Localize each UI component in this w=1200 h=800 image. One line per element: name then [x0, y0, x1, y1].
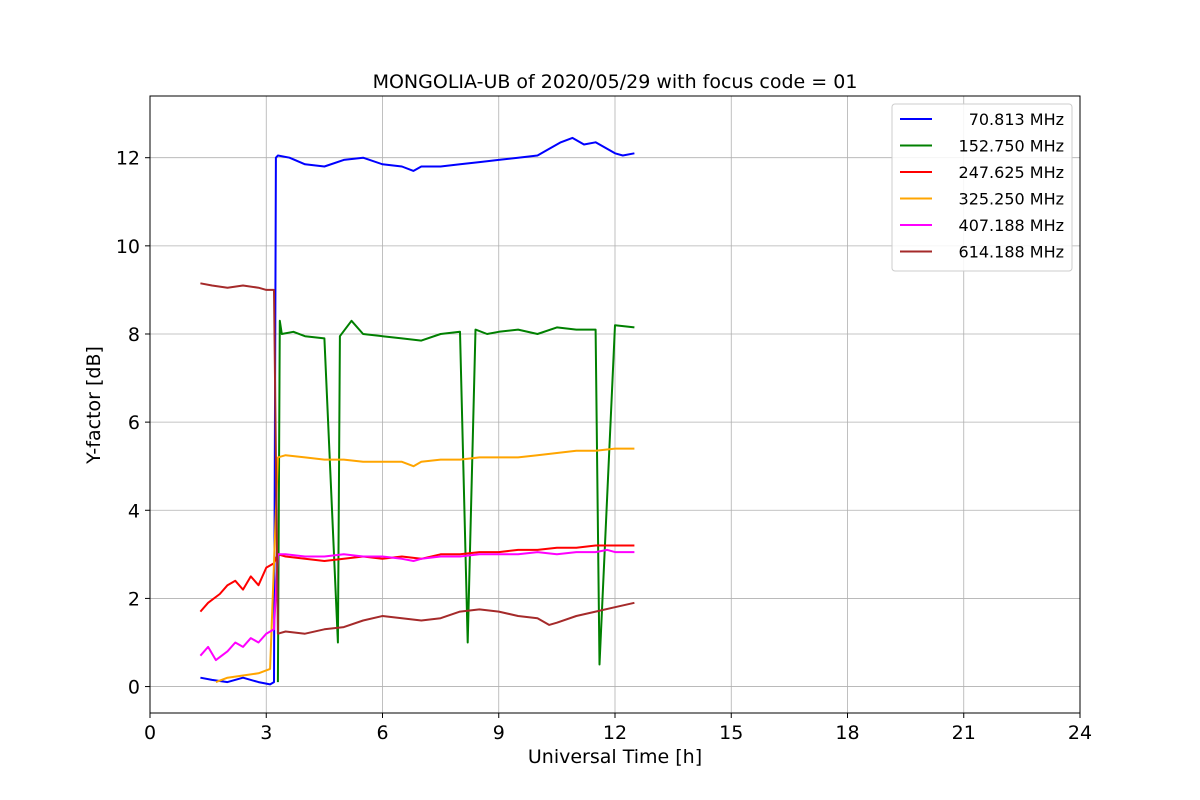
chart-title: MONGOLIA-UB of 2020/05/29 with focus cod… — [373, 71, 858, 93]
series-layer — [199, 136, 635, 686]
series-line-1 — [276, 319, 635, 683]
legend-label: 325.250 MHz — [959, 190, 1064, 209]
legend-label: 70.813 MHz — [969, 110, 1064, 129]
y-tick-label: 0 — [128, 677, 140, 699]
legend-label: 247.625 MHz — [959, 163, 1064, 182]
legend: 70.813 MHz 152.750 MHz 247.625 MHz 325.250 … — [891, 103, 1073, 272]
series-line-0 — [200, 136, 635, 686]
y-tick-label: 8 — [128, 324, 140, 346]
y-tick-label: 6 — [128, 412, 140, 434]
x-tick-label: 18 — [835, 722, 859, 744]
y-tick-label: 4 — [128, 500, 140, 522]
y-tick-label: 10 — [116, 236, 140, 258]
legend-label: 152.750 MHz — [959, 137, 1064, 156]
legend-box — [891, 103, 1073, 272]
x-tick-label: 3 — [260, 722, 272, 744]
x-tick-label: 0 — [144, 722, 156, 744]
y-axis-ticks: 0 2 4 6 8 10 12 — [116, 148, 150, 699]
legend-label: 407.188 MHz — [959, 216, 1064, 235]
legend-label: 614.188 MHz — [959, 243, 1064, 262]
x-axis-ticks: 0 3 6 9 12 15 18 21 24 — [144, 713, 1092, 744]
y-tick-label: 2 — [128, 588, 140, 610]
y-axis-label: Y-factor [dB] — [83, 346, 105, 465]
x-axis-label: Universal Time [h] — [528, 746, 702, 768]
x-tick-label: 12 — [603, 722, 627, 744]
x-tick-label: 15 — [719, 722, 743, 744]
x-tick-label: 9 — [493, 722, 505, 744]
series-line-4 — [199, 548, 635, 662]
x-tick-label: 6 — [376, 722, 388, 744]
series-line-2 — [199, 544, 635, 613]
y-tick-label: 12 — [116, 148, 140, 170]
series-line-5 — [200, 282, 635, 635]
x-tick-label: 24 — [1068, 722, 1092, 744]
x-tick-label: 21 — [952, 722, 976, 744]
series-line-3 — [215, 447, 635, 684]
